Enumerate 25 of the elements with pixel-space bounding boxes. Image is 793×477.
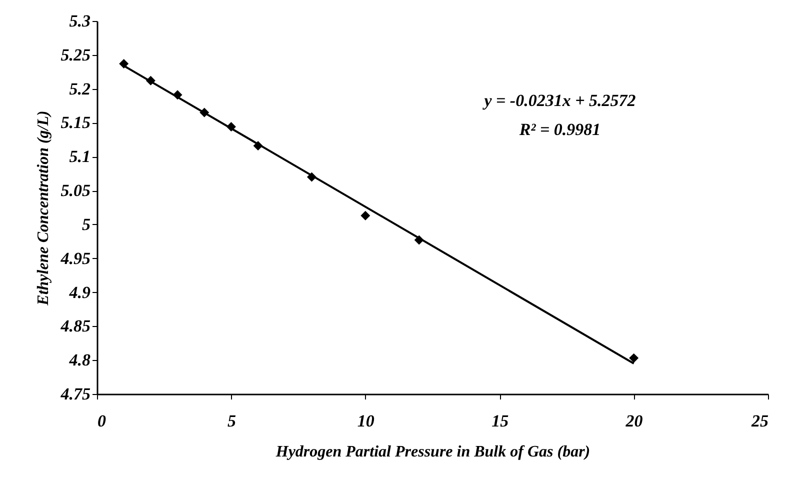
x-tick-label: 5 (227, 412, 236, 430)
y-tick-label: 5.15 (60, 113, 91, 132)
point (360, 210, 370, 220)
y-tick-label: 4.9 (68, 282, 91, 302)
x-tick-label: 15 (492, 412, 510, 430)
annotation: y = -0.0231x + 5.2572 (482, 91, 636, 110)
y-tick-label: 4.85 (60, 316, 91, 336)
annotation: R² = 0.9981 (518, 120, 601, 139)
y-tick-label: 5.1 (69, 147, 90, 166)
y-tick-label: 4.95 (60, 248, 91, 268)
y-tick-label: 5.2 (69, 79, 91, 98)
y-tick-label: 5.3 (69, 12, 91, 30)
y-tick-label: 5.25 (60, 45, 91, 64)
y-axis-title: Ethylene Concentration (g/L) (34, 110, 52, 306)
point (119, 58, 129, 68)
x-axis-title: Hydrogen Partial Pressure in Bulk of Gas (bar) (274, 444, 590, 460)
point (629, 353, 639, 363)
x-tick-label: 25 (750, 412, 769, 430)
x-tick-label: 20 (624, 412, 644, 430)
x-tick-label: 10 (357, 412, 375, 430)
y-tick-label: 4.8 (68, 350, 91, 370)
x-tick-label: 0 (98, 412, 106, 430)
y-tick-label: 5 (82, 214, 91, 234)
y-tick-label: 5.05 (60, 181, 91, 200)
y-tick-label: 4.75 (60, 384, 91, 404)
